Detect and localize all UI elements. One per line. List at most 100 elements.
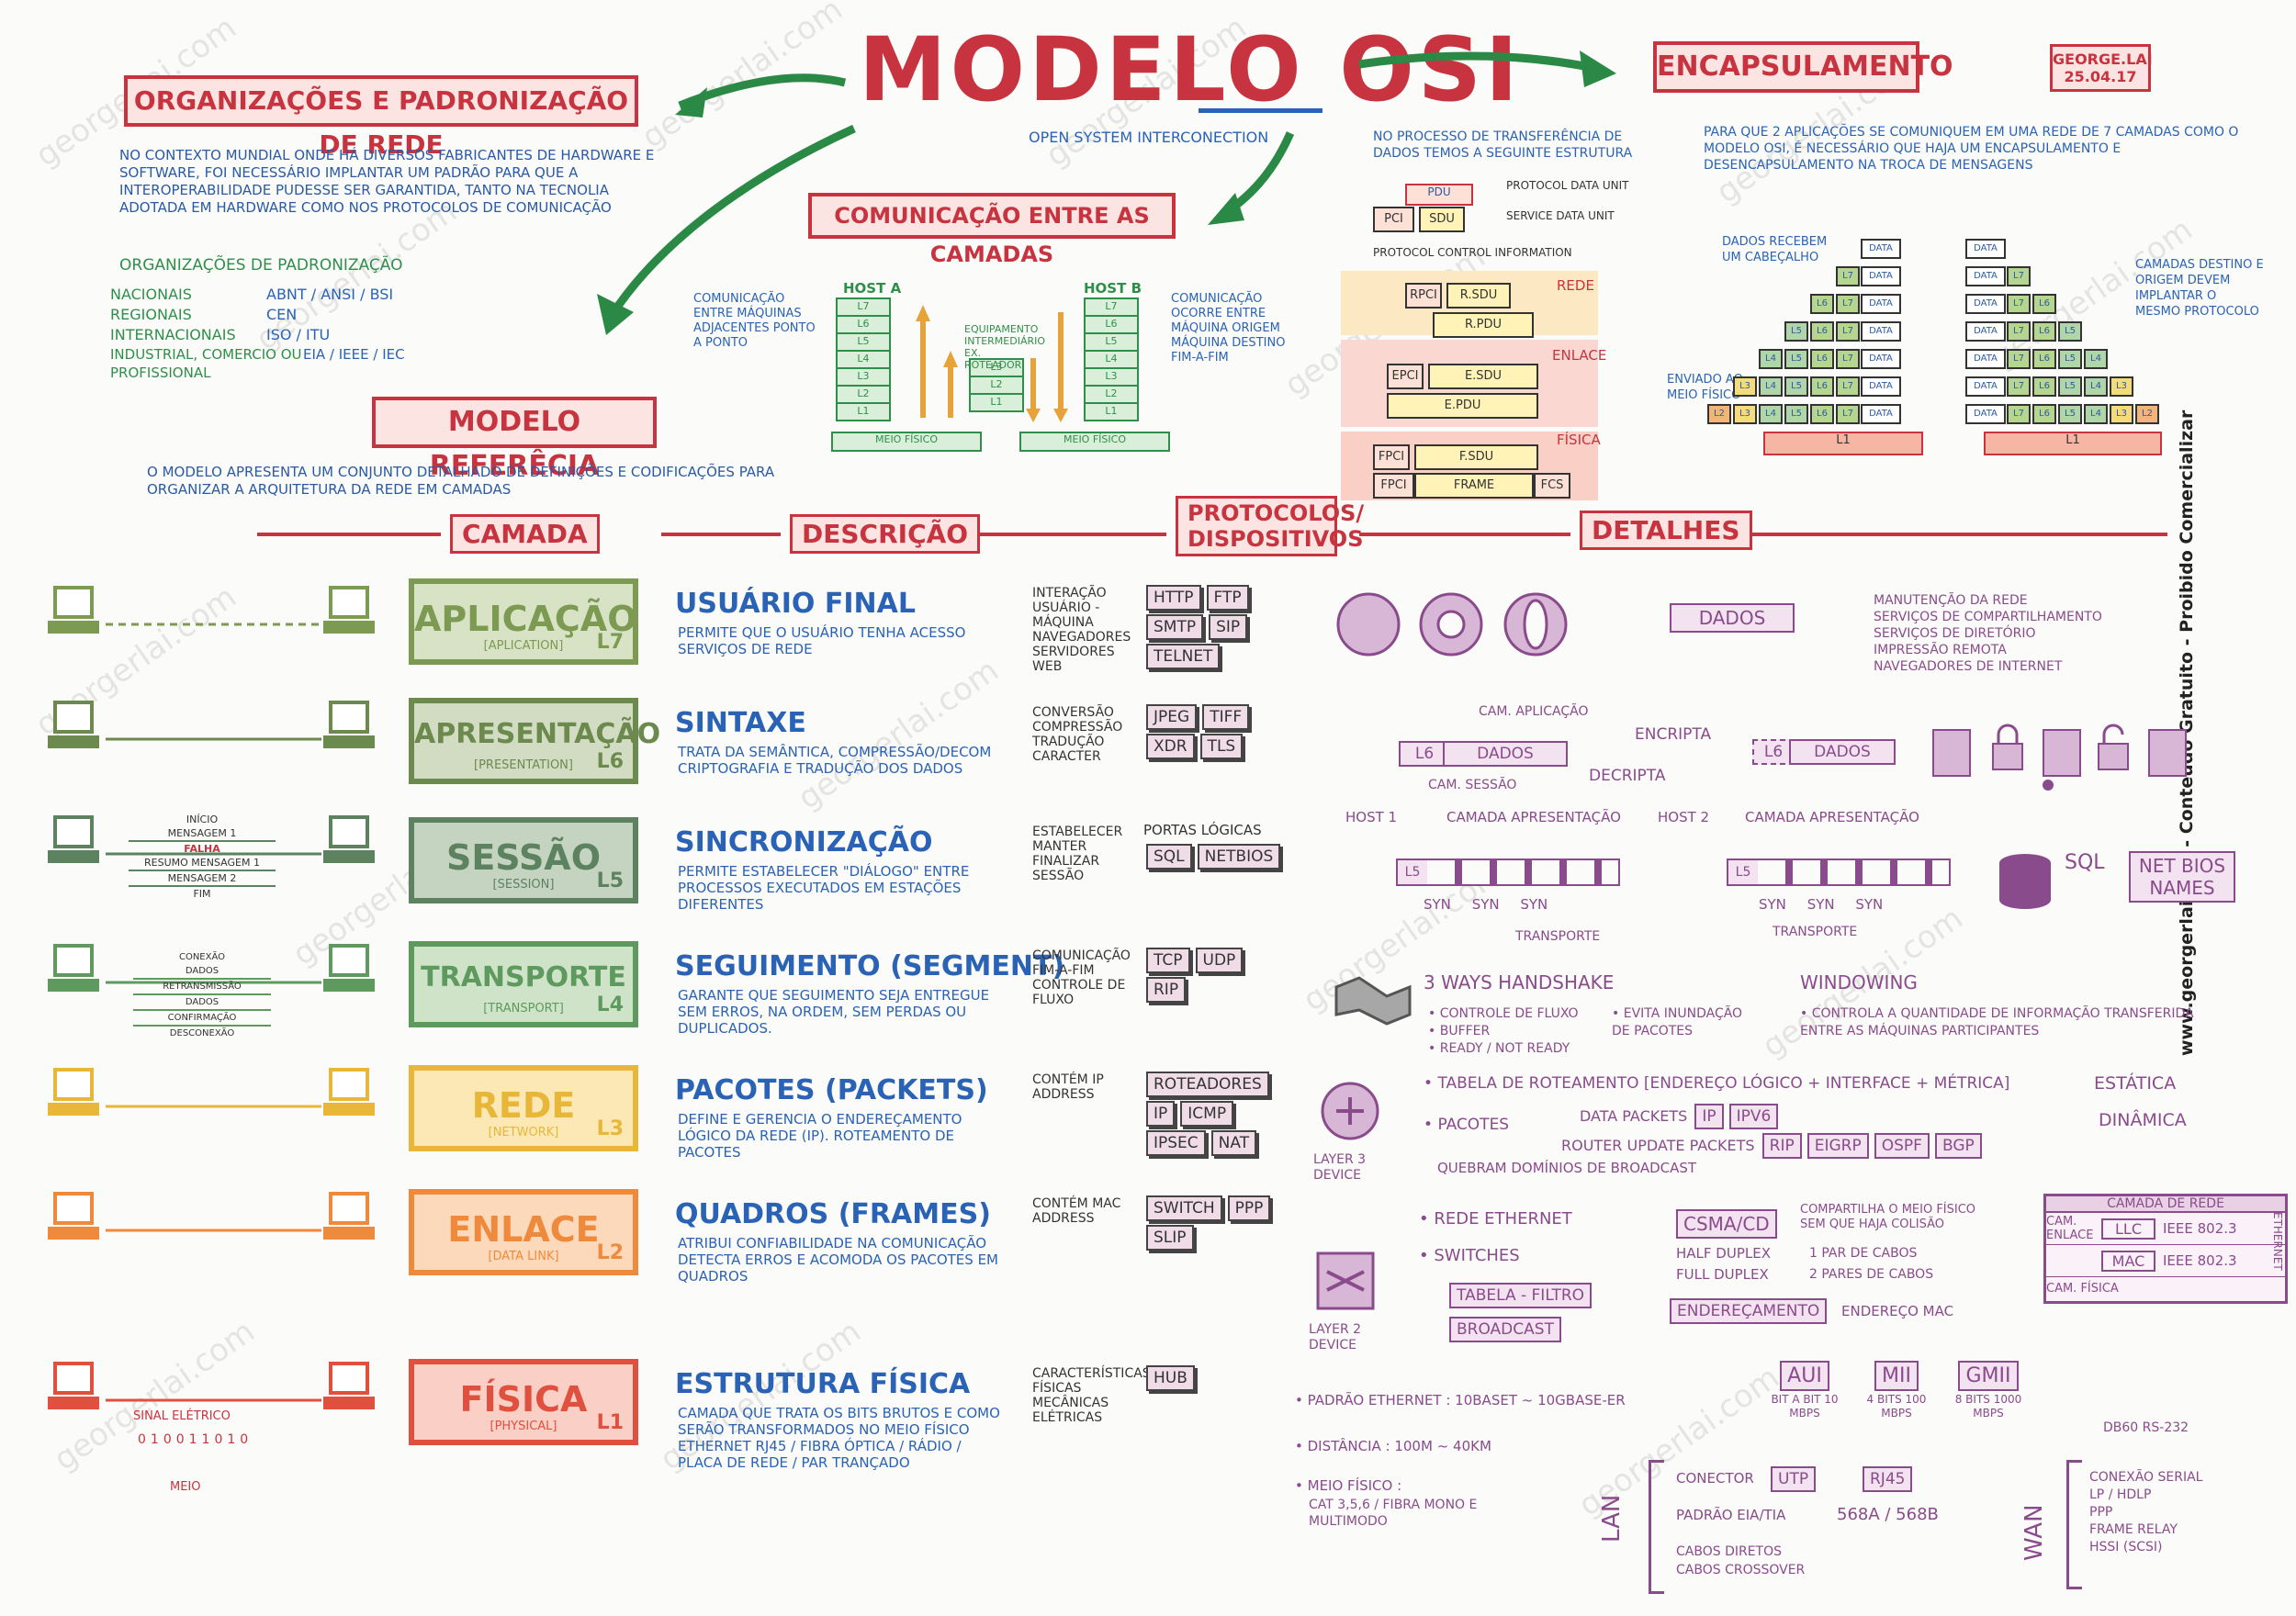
l1-iface: GMII 8 BITS 1000 MBPS: [1947, 1359, 2030, 1420]
router-stack: L3 L2 L1: [969, 358, 1024, 412]
layer-box: ENLACE [DATA LINK] L2: [409, 1189, 638, 1275]
layer-desc: TRATA DA SEMÂNTICA, COMPRESSÃO/DECOM CRI…: [678, 744, 992, 777]
computer-icon: [48, 944, 99, 992]
encap-row: DATA L7: [1835, 266, 1901, 286]
stack-layer: L3: [1084, 367, 1139, 387]
meio-fisico-b: MEIO FÍSICO: [1019, 432, 1170, 452]
protocol-chip: NETBIOS: [1197, 844, 1281, 870]
layer-proto-list: CONTÉM MAC ADDRESS: [1019, 1196, 1139, 1226]
layer-tag: L4: [596, 993, 624, 1016]
l1-568: 568A / 568B: [1837, 1505, 1939, 1524]
encap-title: ENCAPSULAMENTO: [1653, 41, 1953, 93]
layer-box: SESSÃO [SESSION] L5: [409, 817, 638, 903]
layer-tag: L6: [596, 750, 624, 773]
sdu-label: SERVICE DATA UNIT: [1506, 209, 1615, 222]
lock-icon: [1992, 743, 2023, 770]
layer-protocol-chips: TCP UDP RIP: [1143, 946, 1290, 1004]
l4-hs-list: • CONTROLE DE FLUXO • BUFFER • READY / N…: [1428, 1006, 1579, 1056]
proto-list-item: TRADUÇÃO CARACTER: [1032, 735, 1105, 764]
fcs-box: FCS: [1534, 473, 1570, 499]
l2-device-label: LAYER 2 DEVICE: [1309, 1322, 1362, 1352]
l1-meio: MEIO: [170, 1480, 201, 1494]
protocol-chip: JPEG: [1146, 704, 1198, 730]
l1-bar-left: L1: [1763, 432, 1923, 455]
l5-syn-2: SYN SYN SYN: [1759, 896, 1884, 913]
encap-header: L7: [1836, 294, 1860, 314]
computer-icon: [48, 1068, 99, 1116]
pci-box: PCI: [1373, 207, 1414, 232]
encap-row: DATA L7 L6 L5: [1965, 321, 2083, 342]
layer-protocol-chips: HUB: [1143, 1364, 1290, 1393]
encap-pyramid: DATA DATA DATA L7 DATA L7 DATA L7 L6 DATA L7 L6 DATA…: [1707, 239, 2167, 459]
encap-header: L6: [1810, 404, 1834, 424]
l5-seq-1: L5: [1396, 858, 1620, 886]
layer-desc: PERMITE QUE O USUÁRIO TENHA ACESSO SERVI…: [678, 624, 966, 657]
encap-row: DATA L7 L6 L5: [1784, 321, 1901, 342]
encap-header: L5: [2058, 404, 2082, 424]
encap-header: L6: [1810, 349, 1834, 369]
encap-header: L6: [2032, 376, 2056, 397]
rsdu: R.SDU: [1446, 283, 1511, 309]
document-icon: [2043, 729, 2081, 777]
encap-row: DATA L7 L6 L5 L4 L3: [1732, 376, 1901, 397]
rpdu: R.PDU: [1433, 312, 1534, 338]
encap-header: L7: [2007, 376, 2031, 397]
stack-layer: L4: [1084, 350, 1139, 369]
encap-header: L6: [2032, 349, 2056, 369]
encap-data: DATA: [1861, 239, 1901, 259]
comm-title: COMUNICAÇÃO ENTRE AS CAMADAS: [808, 193, 1176, 267]
encap-note-2: ENVIADO AO MEIO FÍSICO: [1667, 373, 1743, 402]
layer-desc-title: SINTAXE: [675, 707, 806, 739]
encap-header: L6: [2032, 321, 2056, 342]
layer-desc-title: SINCRONIZAÇÃO: [675, 826, 933, 858]
host-a-stack: L7 L6 L5 L4 L3 L2 L1: [836, 297, 891, 421]
encap-data: DATA: [1965, 349, 2006, 369]
encap-header: L7: [1836, 321, 1860, 342]
pdu-box: PDU: [1405, 184, 1473, 206]
l4-windowing: WINDOWING: [1800, 971, 1918, 993]
encap-row: DATA: [1965, 239, 2006, 259]
header-protocolos: PROTOCOLOS/ DISPOSITIVOS: [1176, 496, 1364, 556]
computer-icon: [323, 815, 375, 863]
epdu: E.PDU: [1387, 393, 1538, 419]
l2-half-note: 1 PAR DE CABOS: [1809, 1246, 1918, 1261]
l1-utp: UTP: [1771, 1466, 1817, 1492]
encap-row: DATA: [1861, 239, 1901, 259]
l1-wan: WAN: [2020, 1504, 2048, 1561]
layer-desc: DEFINE E GERENCIA O ENDEREÇAMENTO LÓGICO…: [678, 1111, 962, 1161]
encap-header: L5: [1784, 321, 1808, 342]
proto-list-item: ESTABELECER MANTER FINALIZAR SESSÃO: [1032, 825, 1123, 883]
separator: [257, 533, 441, 536]
l6-decrypt: DECRIPTA: [1589, 767, 1666, 785]
layer-name: REDE: [471, 1085, 576, 1126]
proto-list-item: CARACTERÍSTICAS FÍSICAS MECÂNICAS ELÉTRI…: [1032, 1366, 1151, 1425]
layer-name: ENLACE: [447, 1209, 600, 1250]
page-subtitle: OPEN SYSTEM INTERCONECTION: [1029, 129, 1269, 146]
l2-enderecamento: ENDEREÇAMENTO: [1670, 1298, 1828, 1324]
l5-transp-2: TRANSPORTE: [1773, 925, 1858, 939]
layer-desc: GARANTE QUE SEGUIMENTO SEJA ENTREGUE SEM…: [678, 987, 990, 1037]
encap-row: DATA L7 L6: [1809, 294, 1901, 314]
layer-box: APRESENTAÇÃO [PRESENTATION] L6: [409, 698, 661, 784]
encap-header: L7: [2007, 321, 2031, 342]
encap-data: DATA: [1965, 376, 2006, 397]
encap-header: L7: [1836, 376, 1860, 397]
author-date: 25.04.17: [2064, 68, 2137, 85]
l1-padrao: • PADRÃO ETHERNET : 10BASET ~ 10GBASE-ER: [1295, 1392, 1626, 1408]
wan-bracket: [2066, 1460, 2082, 1589]
document-icon: [1932, 729, 1971, 777]
l6-encrypt: ENCRIPTA: [1635, 725, 1712, 744]
layer-name: APRESENTAÇÃO: [414, 718, 661, 750]
l5-host2: HOST 2: [1658, 809, 1710, 825]
l6-cam-sess: CAM. SESSÃO: [1428, 778, 1517, 792]
l4-handshake: 3 WAYS HANDSHAKE: [1424, 971, 1615, 993]
layer-sub: [PRESENTATION]: [474, 758, 573, 772]
org-title: ORGANIZAÇÕES E PADRONIZAÇÃO DE REDE: [124, 75, 638, 160]
stack-layer: L3: [836, 367, 891, 387]
l3-tabela: • TABELA DE ROTEAMENTO [ENDEREÇO LÓGICO …: [1424, 1074, 2010, 1093]
layer-desc-title: PACOTES (PACKETS): [675, 1074, 988, 1106]
unlock-icon: [2098, 743, 2129, 770]
layer-sub: [SESSION]: [492, 878, 555, 892]
layer-sub: [PHYSICAL]: [490, 1420, 557, 1433]
layer-protocol-chips: PORTAS LÓGICAS SQL NETBIOS: [1143, 822, 1290, 871]
